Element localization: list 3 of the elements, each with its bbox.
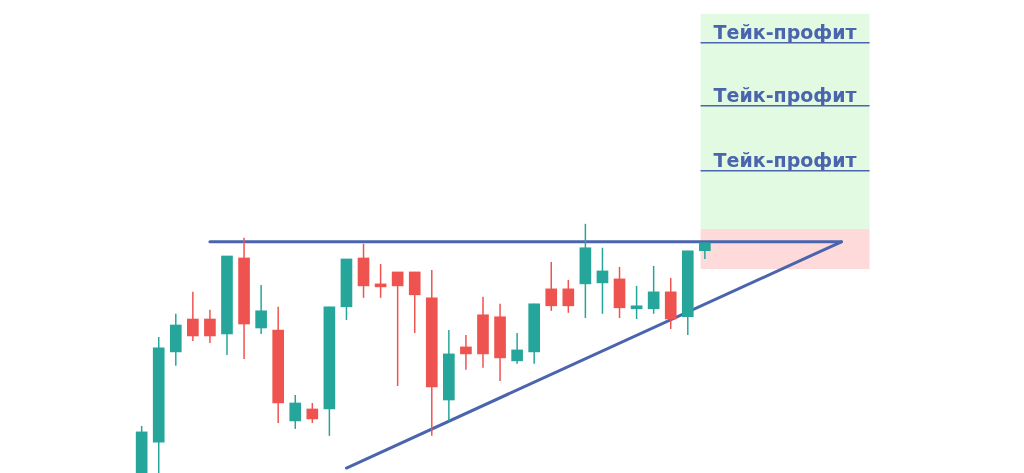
ref-line-label: Тейк-профит	[713, 148, 857, 171]
ref-line-label: Тейк-профит	[713, 83, 857, 106]
ref-line-label: Тейк-профит	[713, 20, 857, 43]
